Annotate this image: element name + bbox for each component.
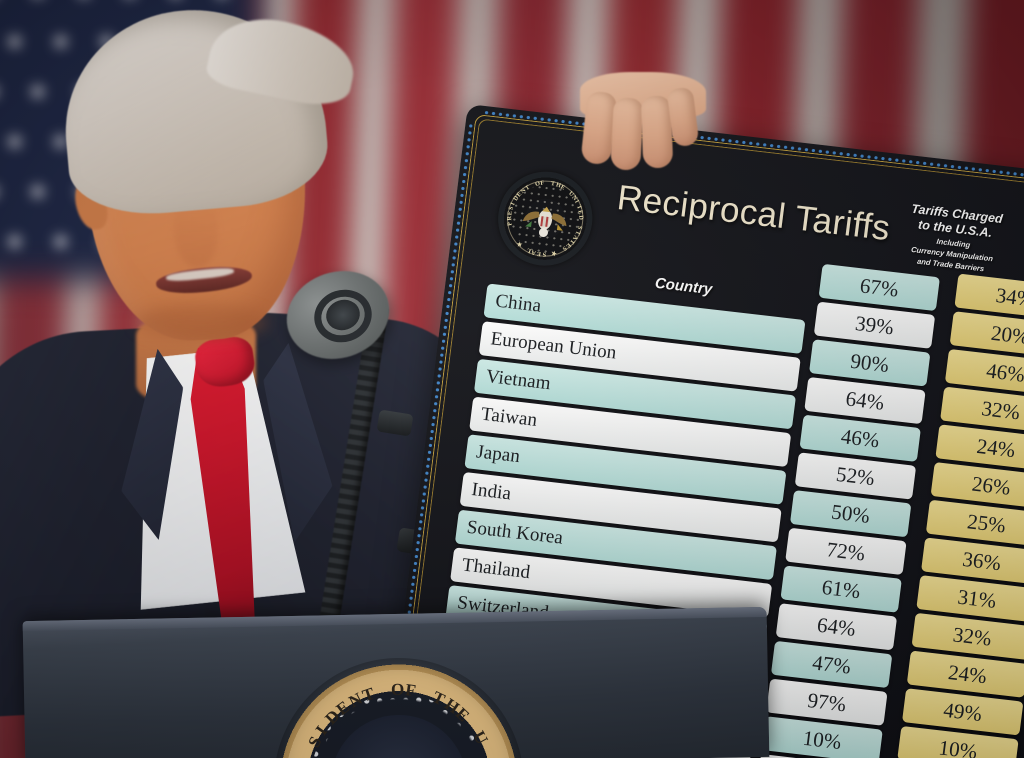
country-label: Taiwan xyxy=(479,403,539,431)
usa-discounted-value: 32% xyxy=(951,621,993,651)
tariff-charged-value: 72% xyxy=(825,536,867,566)
usa-discounted-value: 20% xyxy=(989,320,1024,349)
seal-letter: E xyxy=(536,249,542,258)
flag-star: ★ xyxy=(49,228,72,254)
country-label: India xyxy=(470,479,513,505)
flag-star: ★ xyxy=(210,0,233,4)
seal-letter: P xyxy=(506,221,514,227)
flag-star: ★ xyxy=(164,0,187,4)
tariff-charged-value: 97% xyxy=(806,687,848,716)
speaker-figure xyxy=(0,0,521,719)
podium-seal-letter: U xyxy=(469,727,492,748)
country-label: Thailand xyxy=(460,554,532,584)
country-label: Japan xyxy=(475,441,522,468)
seal-letter: S xyxy=(542,250,547,258)
usa-discounted-value: 36% xyxy=(961,546,1003,575)
flag-star: ★ xyxy=(3,28,26,54)
eagle-icon xyxy=(522,206,567,238)
flag-star: ★ xyxy=(49,28,72,54)
flag-star: ★ xyxy=(3,128,26,154)
usa-discounted-value: 24% xyxy=(946,659,989,688)
chin-shadow xyxy=(136,304,268,340)
tariff-charged-value: 64% xyxy=(815,612,858,641)
usa-discounted-value: 10% xyxy=(937,734,979,758)
finger-middle xyxy=(610,97,644,171)
seal-letter: R xyxy=(506,215,514,221)
hand-gripping-board xyxy=(580,72,710,171)
seal-letter: E xyxy=(559,183,567,192)
podium-seal-letter: O xyxy=(390,679,405,700)
tariff-charged-value: 47% xyxy=(811,649,853,679)
country-label: South Korea xyxy=(465,516,565,549)
tariff-charged-value: 39% xyxy=(853,310,896,339)
tariff-charged-value: 52% xyxy=(834,461,877,490)
flag-star: ★ xyxy=(26,78,49,104)
tariff-charged-value: 90% xyxy=(849,348,891,377)
flag-star: ★ xyxy=(0,78,3,104)
country-label: European Union xyxy=(489,328,618,364)
flag-star: ★ xyxy=(3,228,26,254)
country-label: China xyxy=(494,290,543,317)
tariff-charged-value: 61% xyxy=(820,574,862,603)
usa-discounted-value: 46% xyxy=(985,357,1024,387)
usa-discounted-value: 25% xyxy=(965,508,1008,537)
flag-star: ★ xyxy=(26,0,49,4)
usa-discounted-value: 24% xyxy=(975,433,1017,462)
flag-star: ★ xyxy=(26,178,49,204)
usa-discounted-value: 32% xyxy=(980,395,1022,424)
flag-star: ★ xyxy=(0,178,3,204)
flag-star: ★ xyxy=(72,0,95,4)
flag-star: ★ xyxy=(0,0,3,4)
tariff-charged-value: 10% xyxy=(801,725,843,754)
tariff-charged-value: 50% xyxy=(830,499,872,528)
seal-letter: F xyxy=(539,179,545,188)
country-label: Vietnam xyxy=(484,365,552,395)
tariff-charged-value: 64% xyxy=(844,385,886,415)
seal-letter: ★ xyxy=(549,248,558,258)
tariff-charged-value: 46% xyxy=(839,423,881,452)
usa-discounted-value: 26% xyxy=(970,471,1012,500)
seal-letter: E xyxy=(506,210,514,216)
seal-letter: D xyxy=(577,215,585,221)
flag-star: ★ xyxy=(118,0,141,4)
usa-discounted-value: 34% xyxy=(994,282,1024,311)
usa-discounted-value: 31% xyxy=(956,584,998,613)
podium-seal-letter: F xyxy=(404,680,418,701)
usa-discounted-value: 49% xyxy=(942,697,984,726)
